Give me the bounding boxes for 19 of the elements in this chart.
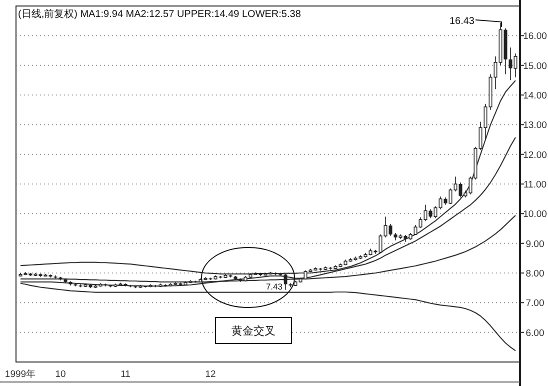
x-tick-label: 12 — [205, 369, 216, 380]
y-tick-label: 14.00 — [523, 90, 547, 102]
annotation: 黄金交叉 — [232, 324, 276, 338]
y-tick-label: 7.00 — [526, 298, 544, 310]
y-tick-label: 12.00 — [523, 150, 547, 161]
y-tick-label: 8.00 — [526, 268, 544, 280]
annotation: 16.43 — [449, 16, 475, 27]
x-tick-label: 10 — [55, 369, 66, 380]
x-tick-label: 1999年 — [4, 368, 36, 380]
y-tick-label: 11.00 — [523, 180, 547, 190]
annotation: 7.43 — [266, 281, 283, 292]
x-tick-label: 11 — [120, 369, 130, 380]
y-tick-label: 13.00 — [523, 120, 547, 132]
chart-title: (日线,前复权) MA1:9.94 MA2:12.57 UPPER:14.49 LOWER:5.38 — [18, 8, 302, 20]
y-tick-label: 16.00 — [523, 31, 547, 42]
y-tick-label: 6.00 — [526, 328, 544, 339]
y-tick-label: 15.00 — [523, 60, 547, 72]
y-tick-label: 9.00 — [526, 238, 544, 250]
y-tick-label: 10.00 — [523, 209, 547, 220]
